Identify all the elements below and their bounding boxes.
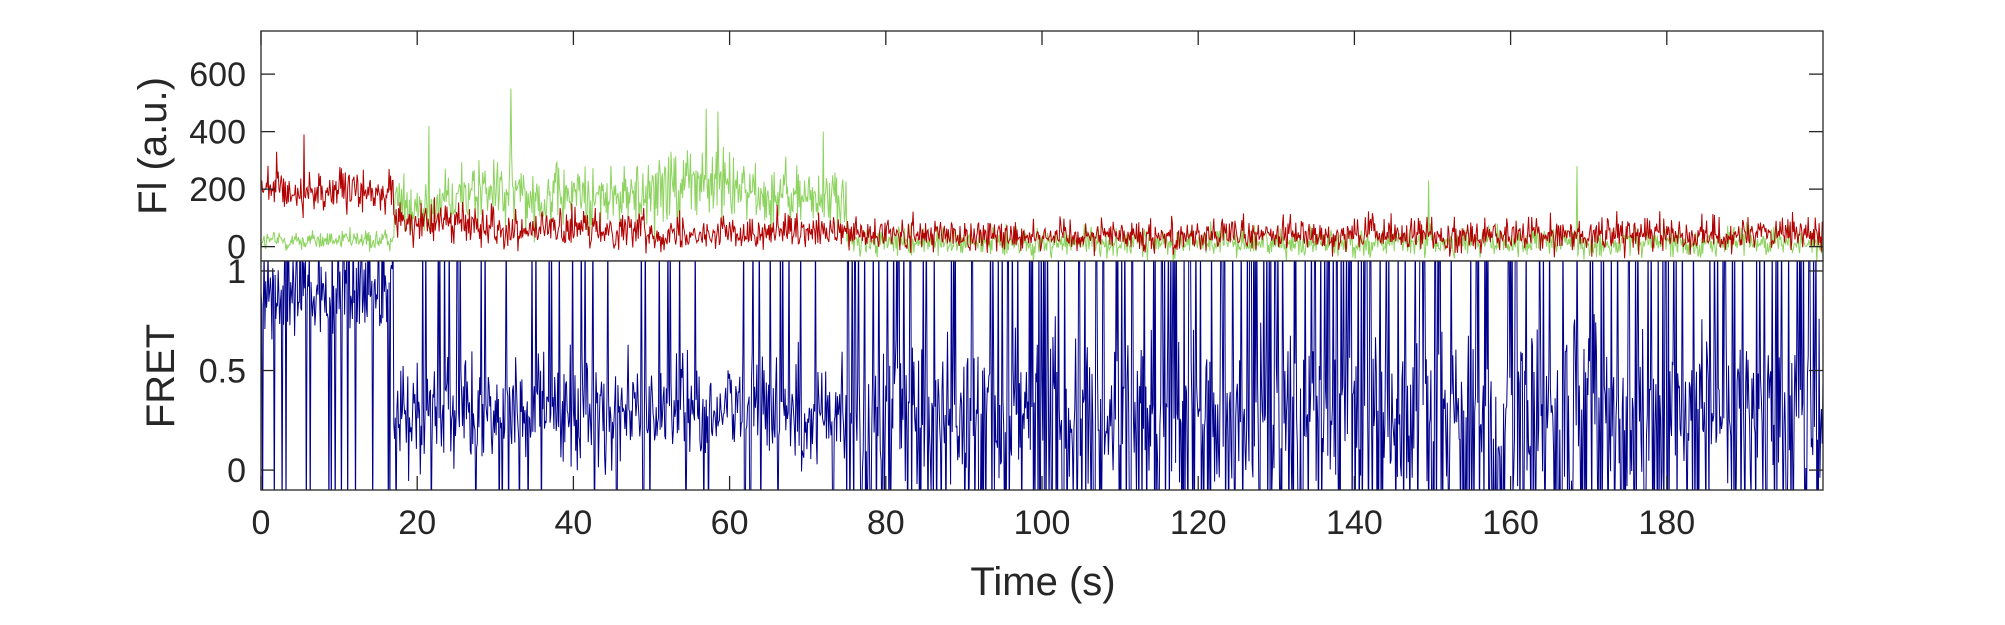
x-tick-label: 100 xyxy=(1014,504,1071,542)
bottom-y-tick-label: 1 xyxy=(227,253,246,291)
top-y-tick-label: 200 xyxy=(189,171,246,209)
bottom-plot-frame xyxy=(260,260,1824,491)
bottom-panel: 00.51 0 20 40 60 80 100 120 140 160 180 FRET Time… xyxy=(139,31,1824,604)
x-tick-label: 40 xyxy=(554,504,592,542)
top-y-axis-label: Fl (a.u.) xyxy=(131,77,175,215)
x-tick-label: 20 xyxy=(398,504,436,542)
top-y-tick-label: 400 xyxy=(189,114,246,152)
bottom-y-tick-label: 0 xyxy=(227,452,246,490)
intensity-series-2 xyxy=(261,134,1823,259)
fret-series xyxy=(261,261,1823,490)
bottom-y-tick-label: 0.5 xyxy=(199,353,246,391)
top-y-axis: 0 200 400 600 xyxy=(189,56,1823,267)
top-y-tick-label: 600 xyxy=(189,56,246,94)
top-y-tick-label: 0 xyxy=(227,229,246,267)
top-panel: 0 200 400 600 Fl (a.u.) xyxy=(131,30,1824,267)
x-tick-label: 60 xyxy=(711,504,749,542)
top-series-group xyxy=(261,88,1823,261)
x-axis-label: Time (s) xyxy=(970,560,1115,604)
x-tick-label: 80 xyxy=(867,504,905,542)
x-axis: 0 20 40 60 80 100 120 140 160 180 xyxy=(252,31,1695,542)
x-tick-label: 180 xyxy=(1638,504,1695,542)
x-tick-label: 120 xyxy=(1170,504,1227,542)
x-tick-label: 160 xyxy=(1482,504,1539,542)
bottom-y-axis: 00.51 xyxy=(199,253,1823,490)
bottom-y-axis-label: FRET xyxy=(139,324,183,428)
x-tick-label: 140 xyxy=(1326,504,1383,542)
top-plot-area xyxy=(261,31,1823,261)
bottom-series-group xyxy=(261,261,1823,490)
x-tick-label: 0 xyxy=(252,504,271,542)
